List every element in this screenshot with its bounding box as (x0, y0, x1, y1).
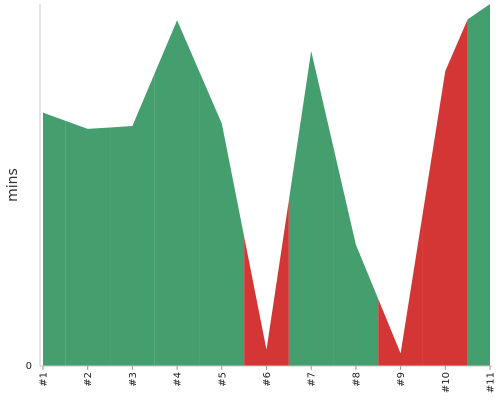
x-tick-label-6: #6 (262, 372, 273, 387)
area-segment-11 (467, 4, 490, 366)
x-tick-label-5: #5 (217, 372, 228, 387)
x-tick-label-4: #4 (173, 372, 184, 387)
area-segment-10 (422, 19, 468, 366)
area-segment-8 (333, 147, 379, 366)
area-segments (43, 4, 490, 367)
area-segment-3 (110, 73, 155, 366)
area-segment-6 (244, 200, 289, 366)
y-axis-title: mins (5, 168, 21, 202)
x-axis-ticks: #1 #2 #3 #4 #5 #6 #7 #8 #9 #10 #11 (39, 366, 497, 393)
area-segment-1 (43, 112, 66, 366)
x-tick-label-9: #9 (396, 372, 407, 387)
x-tick-label-11: #11 (486, 372, 497, 393)
area-segment-5 (199, 71, 245, 366)
y-tick-label-0: 0 (26, 361, 32, 372)
area-segment-7 (288, 51, 334, 367)
area-segment-9 (378, 212, 423, 366)
x-tick-label-7: #7 (307, 372, 318, 387)
x-tick-label-2: #2 (83, 372, 94, 387)
x-tick-label-10: #10 (441, 372, 452, 393)
area-segment-2 (65, 120, 111, 366)
area-segment-4 (154, 20, 200, 366)
x-tick-label-3: #3 (128, 372, 139, 387)
x-tick-label-8: #8 (351, 372, 362, 387)
x-tick-label-1: #1 (39, 372, 50, 387)
